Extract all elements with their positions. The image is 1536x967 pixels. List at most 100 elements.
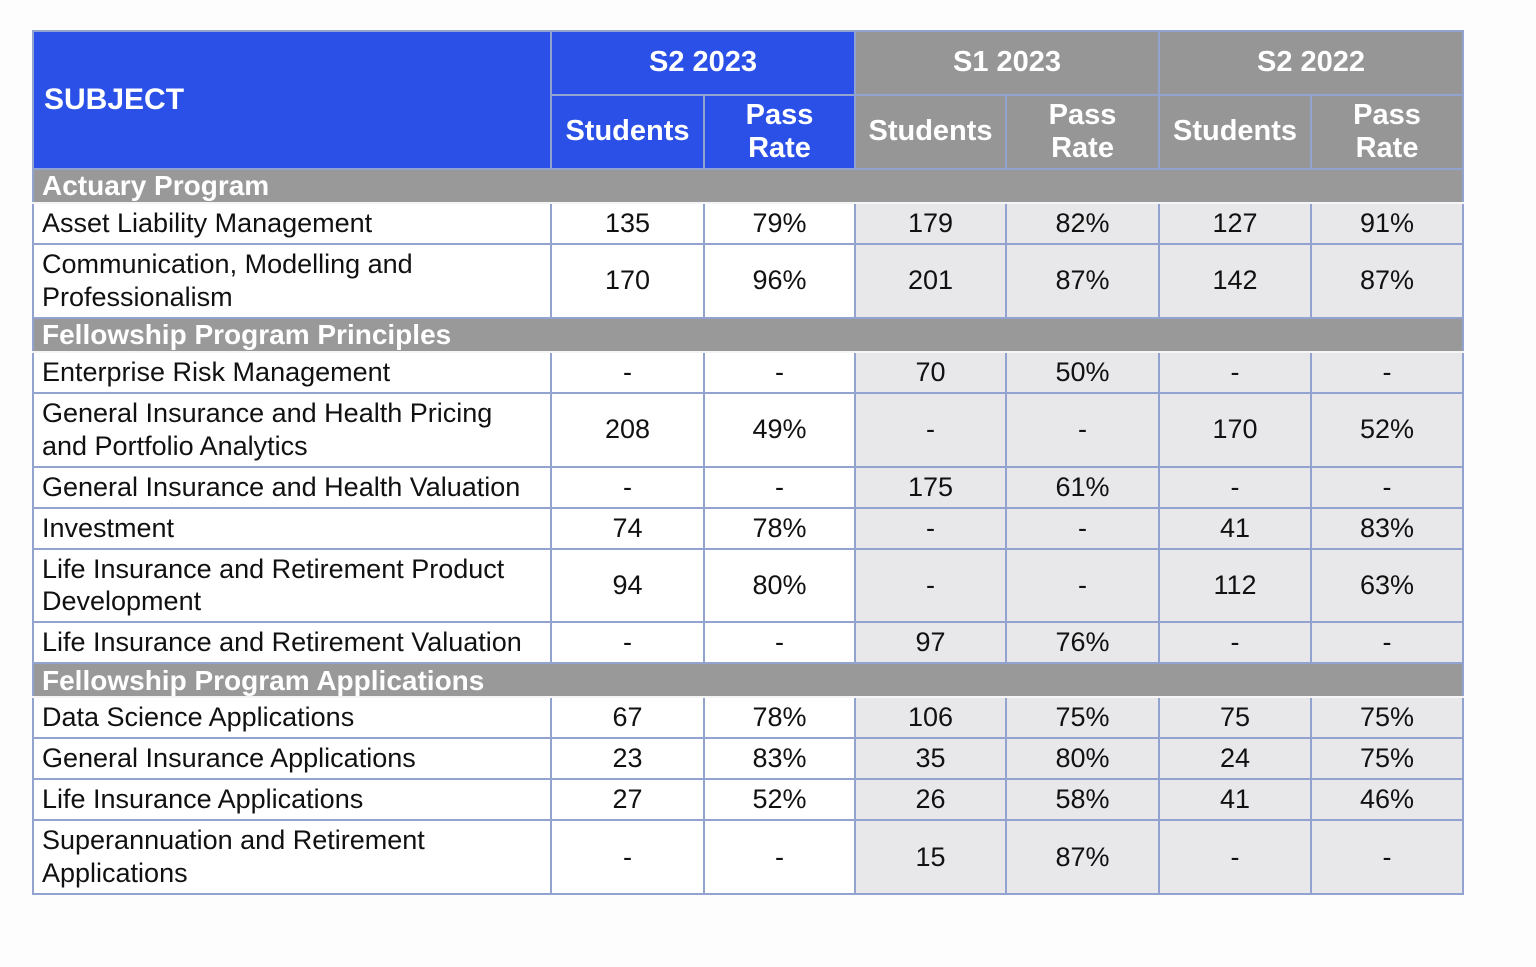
pass-rate-header-label: Pass Rate <box>1353 98 1421 164</box>
pass-rate-value-cell: - <box>1310 621 1465 665</box>
pass-rate-value-cell: 75% <box>1310 696 1465 740</box>
table-row: General Insurance and Health Pricing and… <box>32 391 1465 468</box>
students-value-cell: 24 <box>1158 737 1313 781</box>
semester-header-s2-2022: S2 2022 <box>1158 30 1465 96</box>
subject-cell: Data Science Applications <box>32 696 552 740</box>
subject-cell: General Insurance Applications <box>32 737 552 781</box>
table-row: Asset Liability Management 135 79% 179 82% 12… <box>32 202 1465 245</box>
table-row: Life Insurance and Retirement Product De… <box>32 547 1465 624</box>
pass-rate-header-label: Pass Rate <box>1048 98 1117 164</box>
students-value-cell: 41 <box>1158 778 1313 822</box>
pass-rate-value-cell: 83% <box>702 737 857 781</box>
subject-cell: General Insurance and Health Valuation <box>32 465 552 509</box>
students-value-cell: - <box>550 621 705 665</box>
section-row: Fellowship Program Applications <box>31 662 1465 699</box>
table-row: Communication, Modelling and Professiona… <box>32 242 1465 319</box>
students-value-cell: 170 <box>1158 391 1313 468</box>
students-value-cell: 170 <box>550 242 705 319</box>
pass-rate-value-cell: - <box>1310 350 1465 394</box>
students-value-cell: 26 <box>854 778 1008 822</box>
students-value-cell: 74 <box>550 506 705 550</box>
table-row: Life Insurance and Retirement Valuation -… <box>32 621 1465 665</box>
students-value-cell: - <box>854 547 1008 624</box>
students-header-label: Students <box>565 115 690 148</box>
students-value-cell: - <box>550 819 705 895</box>
students-value-cell: - <box>550 465 705 509</box>
section-row: Actuary Program <box>31 168 1465 204</box>
pass-rate-value-cell: 96% <box>702 242 857 319</box>
pass-rate-value-cell: - <box>702 350 857 394</box>
pass-rate-value-cell: 63% <box>1310 547 1465 624</box>
pass-rate-value-cell: 52% <box>1310 391 1465 468</box>
students-value-cell: 94 <box>550 547 705 624</box>
students-value-cell: 175 <box>854 465 1008 509</box>
students-header-s2-2022: Students <box>1158 94 1313 170</box>
students-value-cell: 27 <box>550 778 705 822</box>
pass-rate-value-cell: 46% <box>1310 778 1465 822</box>
students-header-s2-2023: Students <box>550 94 705 170</box>
pass-rate-value-cell: - <box>702 465 857 509</box>
students-value-cell: 70 <box>854 350 1008 394</box>
students-value-cell: - <box>1158 350 1313 394</box>
subject-cell: Life Insurance and Retirement Valuation <box>32 621 552 665</box>
pass-rate-value-cell: 87% <box>1005 242 1161 319</box>
students-value-cell: 112 <box>1158 547 1313 624</box>
semester-header-s2-2023: S2 2023 <box>549 30 857 96</box>
subject-cell: General Insurance and Health Pricing and… <box>32 391 552 468</box>
pass-rate-value-cell: 87% <box>1005 819 1161 895</box>
pass-rate-value-cell: 50% <box>1005 350 1161 394</box>
pass-rate-value-cell: 78% <box>702 506 857 550</box>
subject-cell: Superannuation and Retirement Applicatio… <box>32 819 552 895</box>
pass-rate-value-cell: 80% <box>702 547 857 624</box>
pass-rate-value-cell: 61% <box>1005 465 1161 509</box>
section-title: Fellowship Program Principles <box>31 316 1465 353</box>
subject-cell: Investment <box>32 506 552 550</box>
pass-rate-value-cell: 76% <box>1005 621 1161 665</box>
students-value-cell: 127 <box>1158 202 1313 245</box>
pass-rate-value-cell: 87% <box>1310 242 1465 319</box>
table-row: General Insurance Applications 23 83% 35 80%… <box>32 737 1465 781</box>
students-header-s1-2023: Students <box>854 94 1008 170</box>
pass-rate-header-s2-2023: Pass Rate <box>702 94 857 170</box>
pass-rate-header-s2-2022: Pass Rate <box>1310 94 1465 170</box>
pass-rate-value-cell: 83% <box>1310 506 1465 550</box>
students-value-cell: 142 <box>1158 242 1313 319</box>
students-value-cell: 23 <box>550 737 705 781</box>
semester-header-s1-2023: S1 2023 <box>854 30 1161 96</box>
students-value-cell: 201 <box>854 242 1008 319</box>
table-row: Data Science Applications 67 78% 106 75% 75 75… <box>32 696 1465 740</box>
students-header-label: Students <box>868 115 993 148</box>
students-value-cell: 15 <box>854 819 1008 895</box>
table-row: Investment 74 78% - -41 83% <box>32 506 1465 550</box>
pass-rate-value-cell: 82% <box>1005 202 1161 245</box>
students-value-cell: 35 <box>854 737 1008 781</box>
pass-rate-value-cell: - <box>1310 465 1465 509</box>
pass-rate-value-cell: 58% <box>1005 778 1161 822</box>
students-value-cell: - <box>1158 465 1313 509</box>
subject-cell: Life Insurance and Retirement Product De… <box>32 547 552 624</box>
table-row: Superannuation and Retirement Applicatio… <box>32 819 1465 895</box>
table-row: General Insurance and Health Valuation - -… <box>32 465 1465 509</box>
pass-rate-header-label: Pass Rate <box>745 98 814 164</box>
pass-rate-value-cell: 79% <box>702 202 857 245</box>
students-value-cell: 208 <box>550 391 705 468</box>
students-value-cell: - <box>1158 621 1313 665</box>
subject-cell: Communication, Modelling and Professiona… <box>32 242 552 319</box>
section-title: Actuary Program <box>31 168 1465 204</box>
pass-rate-value-cell: 75% <box>1005 696 1161 740</box>
subject-column-header: SUBJECT <box>32 30 552 170</box>
students-value-cell: 41 <box>1158 506 1313 550</box>
exam-results-table: SUBJECT S2 2023 S1 2023 S2 2022 Students… <box>31 30 1465 895</box>
students-header-label: Students <box>1173 115 1298 148</box>
pass-rate-value-cell: - <box>1310 819 1465 895</box>
section-row: Fellowship Program Principles <box>31 316 1465 353</box>
table-row: Life Insurance Applications 27 52% 26 58% 41 4… <box>32 778 1465 822</box>
students-value-cell: - <box>550 350 705 394</box>
pass-rate-value-cell: - <box>1005 391 1161 468</box>
table-row: Enterprise Risk Management - -70 50% - - <box>32 350 1465 394</box>
subject-cell: Enterprise Risk Management <box>32 350 552 394</box>
students-value-cell: - <box>1158 819 1313 895</box>
subject-cell: Life Insurance Applications <box>32 778 552 822</box>
pass-rate-value-cell: - <box>1005 547 1161 624</box>
pass-rate-value-cell: 91% <box>1310 202 1465 245</box>
